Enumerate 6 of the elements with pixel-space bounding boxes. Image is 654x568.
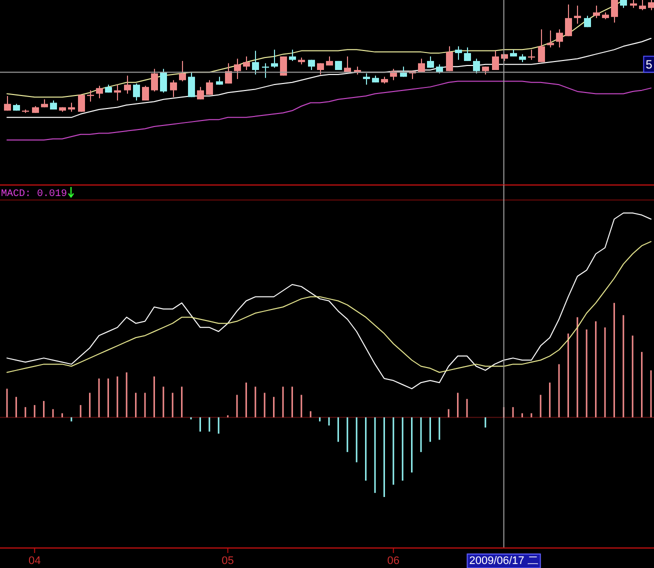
x-tick-label: 06 (387, 555, 400, 567)
x-tick-label: 2009/06/17 二 (469, 555, 538, 567)
annotation: 5 (646, 57, 653, 72)
x-tick-label: 04 (28, 555, 41, 567)
chart-title: MACD: 0.019 (1, 189, 68, 200)
x-tick-label: 05 (222, 555, 234, 567)
